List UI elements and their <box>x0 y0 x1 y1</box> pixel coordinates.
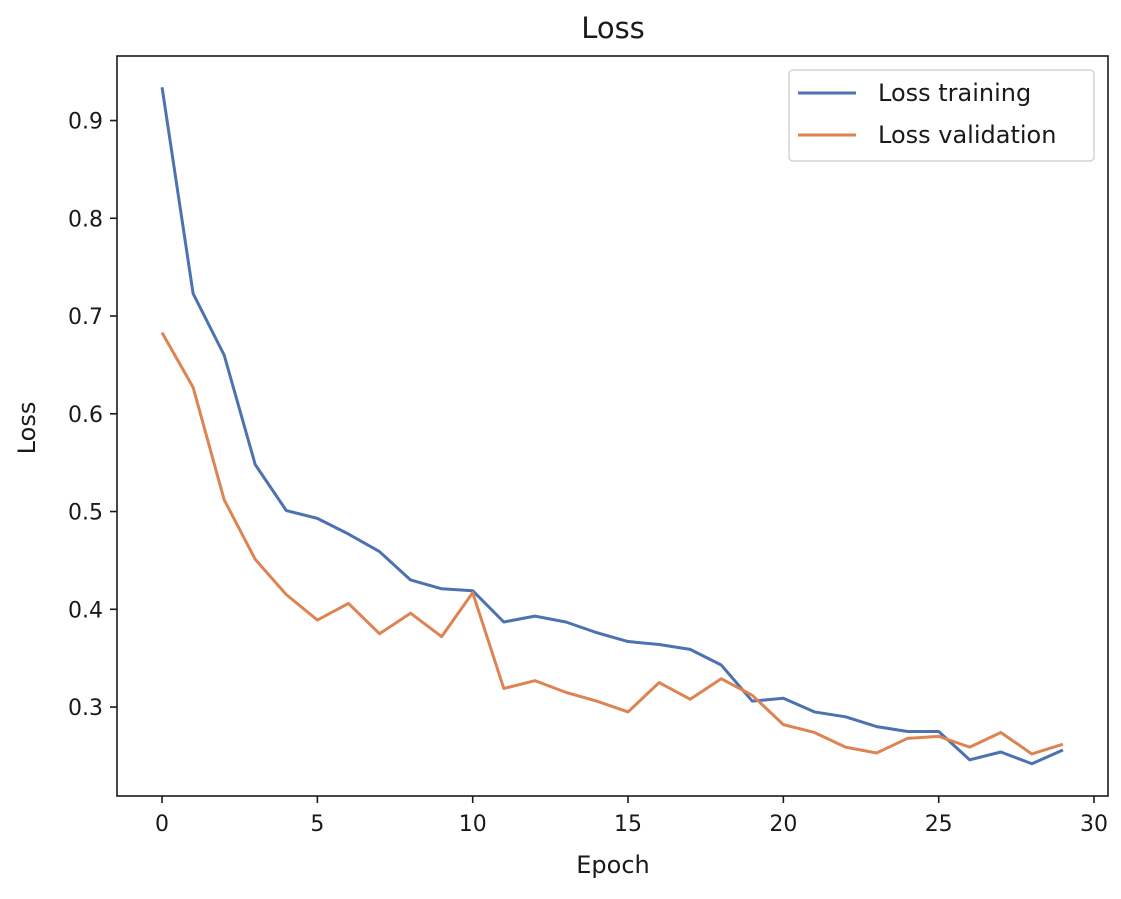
chart-title: Loss <box>581 11 645 45</box>
x-tick-label: 10 <box>459 812 487 837</box>
x-tick-label: 5 <box>310 812 324 837</box>
series-line-loss-validation <box>160 331 1064 756</box>
series-line-loss-training <box>160 87 1064 766</box>
y-tick-label: 0.5 <box>68 501 103 526</box>
y-axis-ticks: 0.3 0.4 0.5 0.6 0.7 0.8 0.9 <box>68 110 117 721</box>
x-tick-label: 15 <box>614 812 642 837</box>
x-axis-label: Epoch <box>576 851 650 879</box>
plot-lines <box>160 87 1064 766</box>
y-tick-label: 0.3 <box>68 696 103 721</box>
plot-frame <box>116 55 1109 797</box>
legend-box <box>788 69 1095 162</box>
x-tick-label: 25 <box>925 812 953 837</box>
y-tick-label: 0.6 <box>68 403 103 428</box>
x-tick-label: 20 <box>769 812 797 837</box>
y-tick-label: 0.9 <box>68 110 103 135</box>
y-axis-label: Loss <box>13 402 41 455</box>
y-tick-label: 0.4 <box>68 598 103 623</box>
legend-label-loss-validation: Loss validation <box>878 121 1056 149</box>
y-tick-label: 0.7 <box>68 305 103 330</box>
y-tick-label: 0.8 <box>68 207 103 232</box>
x-axis-ticks: 0 5 10 15 20 25 30 <box>155 796 1108 837</box>
legend-label-loss-training: Loss training <box>878 79 1031 107</box>
x-tick-label: 30 <box>1080 812 1108 837</box>
x-tick-label: 0 <box>155 812 169 837</box>
legend: Loss training Loss validation <box>788 69 1095 162</box>
